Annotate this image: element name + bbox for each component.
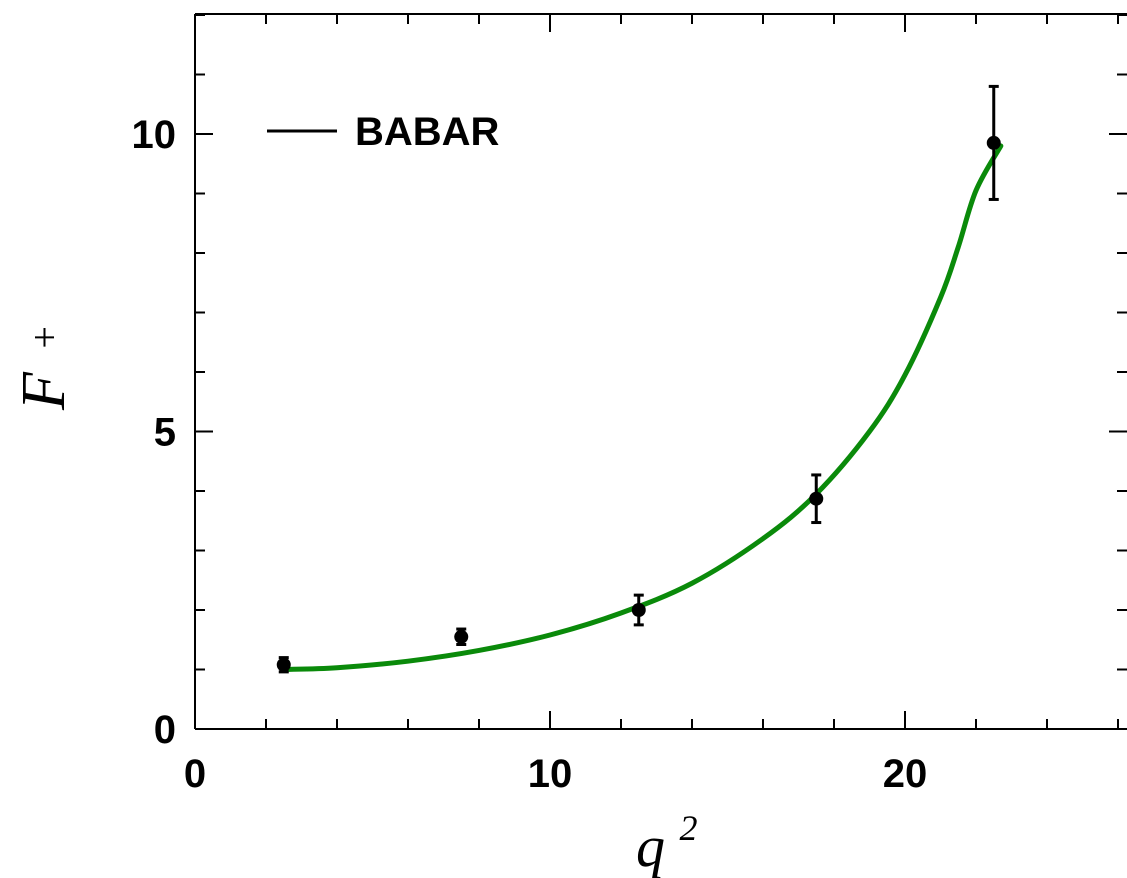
- x-axis-title: q 2: [636, 808, 698, 878]
- data-point-group: [454, 627, 469, 647]
- data-point: [276, 657, 291, 672]
- plot-frame: [194, 13, 1127, 730]
- minor-ticks: [195, 14, 1127, 729]
- data-point-group: [631, 593, 646, 627]
- y-tick-label: 5: [154, 411, 176, 455]
- legend: BABAR: [267, 110, 500, 154]
- x-axis-title-sup: 2: [680, 808, 698, 848]
- y-axis-title: F +: [10, 326, 78, 411]
- fit-curve-layer: [281, 143, 1004, 672]
- data-points-layer: [276, 84, 1001, 674]
- x-tick-label: 20: [883, 752, 928, 796]
- x-axis-title-base: q: [636, 814, 665, 878]
- data-point: [631, 603, 646, 617]
- y-tick-label: 10: [132, 113, 177, 157]
- legend-label: BABAR: [355, 110, 500, 154]
- data-point: [809, 491, 824, 506]
- tick-labels: 0 10 20 0 5 10: [132, 113, 928, 796]
- y-axis-title-base: F: [10, 371, 78, 411]
- data-point-group: [986, 84, 1001, 201]
- data-point: [986, 135, 1001, 150]
- data-point-group: [276, 656, 291, 674]
- y-axis-title-sub: +: [22, 326, 67, 349]
- data-point-group: [809, 473, 824, 525]
- data-point: [454, 629, 469, 644]
- x-tick-label: 10: [528, 752, 573, 796]
- x-tick-label: 0: [184, 752, 206, 796]
- y-tick-label: 0: [154, 708, 176, 752]
- major-ticks: [194, 14, 1127, 730]
- fit-curve: [281, 143, 1004, 672]
